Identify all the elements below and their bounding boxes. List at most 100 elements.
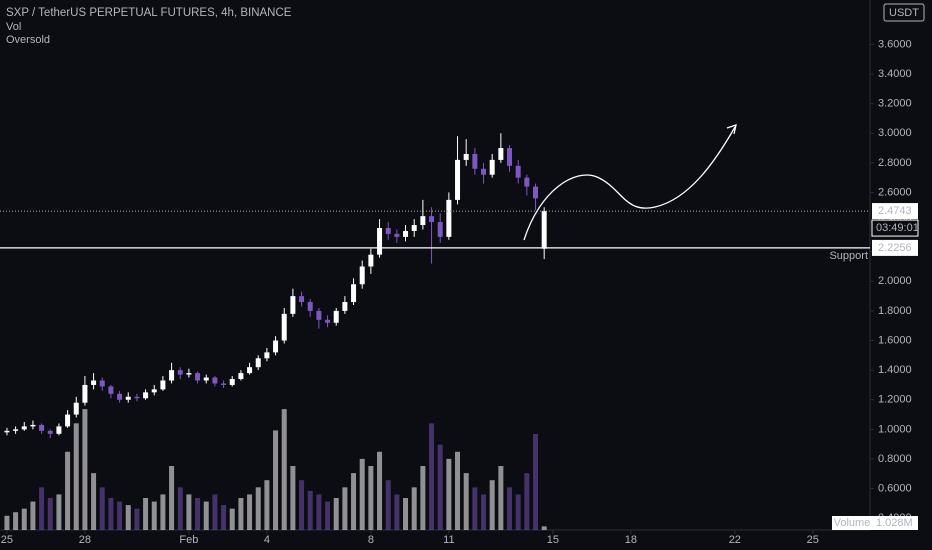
currency-box[interactable] xyxy=(883,3,925,22)
y-tick-label: 1.8000 xyxy=(878,305,912,317)
chart-title: SXP / TetherUS PERPETUAL FUTURES, 4h, BI… xyxy=(6,7,292,19)
candle-body xyxy=(151,389,157,393)
candle-body xyxy=(195,373,201,381)
candle-body xyxy=(489,159,495,175)
volume-bar xyxy=(524,473,530,530)
countdown-label: 03:49:01 xyxy=(876,222,919,234)
y-tick-label: 1.4000 xyxy=(878,364,912,376)
candle-body xyxy=(446,199,452,237)
volume-bar xyxy=(359,458,365,530)
y-tick-label: 0.8000 xyxy=(878,453,912,465)
candle-body xyxy=(108,386,114,394)
volume-bar xyxy=(56,494,62,530)
candle-body xyxy=(429,216,435,223)
y-tick-label: 1.6000 xyxy=(878,334,912,346)
candle-body xyxy=(221,383,227,385)
candle-body xyxy=(403,230,409,237)
volume-bar xyxy=(143,498,149,530)
candle-body xyxy=(212,377,218,384)
candle-body xyxy=(125,396,131,400)
volume-bar xyxy=(541,526,547,530)
y-tick-label: 2.0000 xyxy=(878,275,912,287)
volume-bar xyxy=(463,473,469,530)
candle-body xyxy=(177,370,183,375)
y-tick-label: 3.2000 xyxy=(878,98,912,110)
x-tick-label: 4 xyxy=(264,534,270,546)
support-label: Support xyxy=(829,250,868,262)
last-price-box xyxy=(872,203,918,220)
indicator-label: Vol xyxy=(6,21,21,33)
support-box xyxy=(872,239,918,256)
volume-bar xyxy=(91,473,97,530)
volume-bar xyxy=(203,501,209,530)
y-tick-label: 1.0000 xyxy=(878,423,912,435)
candle-body xyxy=(385,228,391,234)
candle-body xyxy=(238,373,244,380)
volume-bar xyxy=(65,451,71,530)
candle-body xyxy=(541,211,547,249)
candle-body xyxy=(203,377,209,381)
candle-body xyxy=(273,340,279,353)
x-tick-label: 8 xyxy=(368,534,374,546)
candle-body xyxy=(186,373,192,375)
x-tick-label: 28 xyxy=(79,534,91,546)
currency-label[interactable]: USDT xyxy=(889,7,919,19)
arrow-head xyxy=(726,124,737,135)
volume-bar xyxy=(221,505,227,530)
volume-bar xyxy=(195,498,201,530)
candle-body xyxy=(143,392,149,399)
volume-bar xyxy=(264,480,270,530)
volume-bar xyxy=(125,505,131,530)
candle-body xyxy=(30,424,36,427)
candle-body xyxy=(264,352,270,359)
candle-body xyxy=(472,153,478,169)
volume-bar xyxy=(169,466,175,530)
x-tick-label: Feb xyxy=(179,534,198,546)
candle-body xyxy=(359,266,365,285)
candle-body xyxy=(255,358,261,368)
volume-bar xyxy=(238,498,244,530)
candle-body xyxy=(463,153,469,160)
candle-body xyxy=(134,396,140,399)
candle-body xyxy=(498,148,504,160)
support-price-label: 2.2256 xyxy=(878,242,912,254)
y-tick-label: 3.4000 xyxy=(878,68,912,80)
volume-bar xyxy=(481,494,487,530)
volume-bar xyxy=(21,508,27,530)
candle-body xyxy=(56,426,62,434)
plot-area xyxy=(4,133,547,530)
volume-bar xyxy=(255,487,261,530)
x-tick-label: 11 xyxy=(443,534,454,546)
volume-bar xyxy=(489,480,495,530)
y-tick-label: 3.6000 xyxy=(878,38,912,50)
volume-bar xyxy=(498,466,504,530)
x-tick-label: 18 xyxy=(625,534,637,546)
volume-bar xyxy=(437,444,443,530)
volume-name: Volume xyxy=(834,517,871,529)
volume-bar xyxy=(151,501,157,530)
y-tick-label: 0.6000 xyxy=(878,482,912,494)
candle-body xyxy=(333,310,339,323)
volume-bar xyxy=(455,451,461,530)
volume-bar xyxy=(290,466,296,530)
x-tick-label: 25 xyxy=(807,534,819,546)
volume-bar xyxy=(333,498,339,530)
volume-bar xyxy=(134,508,140,530)
candle-body xyxy=(91,380,97,385)
candle-body xyxy=(281,313,287,341)
volume-bar xyxy=(368,466,374,530)
volume-bar xyxy=(47,498,53,530)
volume-bar xyxy=(281,409,287,530)
candle-body xyxy=(455,159,461,200)
candle-body xyxy=(13,429,19,431)
volume-bar xyxy=(411,487,417,530)
volume-bar xyxy=(507,487,513,530)
volume-bar xyxy=(13,512,19,530)
candle-body xyxy=(351,284,357,303)
candle-body xyxy=(290,296,296,314)
volume-bar xyxy=(108,498,114,530)
countdown-box xyxy=(871,219,919,237)
